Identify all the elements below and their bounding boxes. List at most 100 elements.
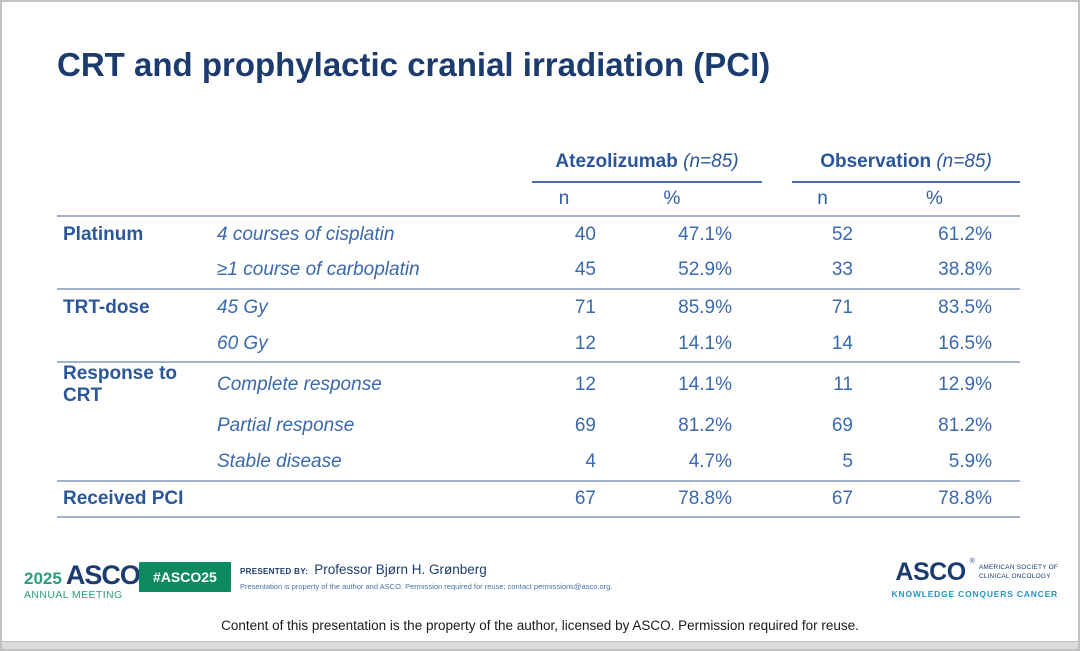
atezolizumab-pct-value: 81.2% [678, 414, 732, 436]
gap-cell [762, 407, 792, 444]
asco-wordmark: ASCO [895, 558, 966, 586]
atezolizumab-pct-value: 85.9% [612, 288, 762, 326]
atezolizumab-n-value: 71 [532, 288, 612, 326]
content-disclaimer: Content of this presentation is the prop… [221, 618, 859, 633]
atezolizumab-pct-value: 47.1% [612, 215, 762, 253]
observation-n-value: 11 [792, 361, 877, 408]
observation-pct-value: 81.2% [938, 414, 993, 436]
atezolizumab-n-value: 4 [585, 450, 596, 472]
observation-pct-value: 16.5% [938, 332, 993, 354]
asco-annual-meeting-logo: 2025 ASCO ANNUAL MEETING [24, 560, 141, 601]
hashtag-badge: #ASCO25 [139, 562, 231, 592]
society-name: AMERICAN SOCIETY OF CLINICAL ONCOLOGY [979, 564, 1058, 580]
asco-society-logo: ASCO ® AMERICAN SOCIETY OF CLINICAL ONCO… [892, 558, 1058, 599]
gap-cell [762, 326, 792, 363]
asco-tagline: KNOWLEDGE CONQUERS CANCER [891, 589, 1058, 599]
observation-n-value: 33 [831, 259, 853, 281]
presented-by-label: PRESENTED BY: [240, 567, 309, 576]
observation-n-value: 5 [842, 450, 853, 472]
table-row: TRT-dose 45 Gy 71 85.9% 71 83.5% [57, 288, 1021, 326]
gap-cell [762, 182, 792, 216]
meeting-year: 2025 [24, 569, 62, 588]
observation-pct-value: 12.9% [877, 361, 1021, 408]
group-header-atezolizumab: Atezolizumab (n=85) [532, 142, 762, 183]
gap-cell [762, 444, 792, 481]
table-row: Platinum 4 courses of cisplatin 40 47.1%… [57, 215, 1021, 253]
row-subcategory: ≥1 course of carboplatin [217, 259, 420, 281]
table-row: Response to CRT Complete response 12 14.… [57, 361, 1021, 408]
data-table-container: Atezolizumab (n=85) Observation (n=85) n… [57, 142, 1021, 519]
atezolizumab-n-value: 12 [574, 332, 596, 354]
registered-mark: ® [969, 558, 975, 565]
table-row: Received PCI 67 78.8% 67 78.8% [57, 479, 1021, 519]
row-subcategory [217, 479, 532, 519]
presented-by-block: PRESENTED BY: Professor Bjørn H. Grønber… [240, 562, 612, 591]
slide-footer: 2025 ASCO ANNUAL MEETING #ASCO25 PRESENT… [2, 554, 1078, 614]
row-category: Response to CRT [57, 361, 217, 408]
table-row: ≥1 course of carboplatin 45 52.9% 33 38.… [57, 253, 1020, 290]
gap-cell [762, 361, 792, 408]
table-row: 60 Gy 12 14.1% 14 16.5% [57, 326, 1020, 363]
permission-note: Presentation is property of the author a… [240, 582, 613, 591]
group-n-label: (n=85) [683, 150, 739, 172]
row-subcategory: Stable disease [217, 450, 342, 472]
col-header-pct: % [663, 188, 681, 209]
data-table: Atezolizumab (n=85) Observation (n=85) n… [57, 142, 1021, 519]
row-category [57, 326, 217, 363]
table-row: Partial response 69 81.2% 69 81.2% [57, 407, 1020, 444]
observation-pct-value: 5.9% [948, 450, 993, 472]
atezolizumab-n-value: 69 [574, 414, 596, 436]
table-row: Stable disease 4 4.7% 5 5.9% [57, 444, 1020, 481]
row-subcategory: 60 Gy [217, 332, 268, 354]
presenter-name: Professor Bjørn H. Grønberg [314, 562, 487, 577]
atezolizumab-n-value: 67 [532, 479, 612, 519]
observation-n-value: 71 [792, 288, 877, 326]
gap-cell [762, 142, 792, 182]
observation-pct-value: 83.5% [877, 288, 1021, 326]
row-category [57, 407, 217, 444]
col-header-n: n [817, 188, 828, 209]
observation-pct-value: 38.8% [938, 259, 993, 281]
empty-header-cell [57, 142, 532, 182]
atezolizumab-pct-value: 78.8% [612, 479, 762, 519]
atezolizumab-pct-value: 4.7% [688, 450, 732, 472]
observation-n-value: 14 [831, 332, 853, 354]
col-header-n: n [558, 188, 570, 209]
observation-n-value: 52 [792, 215, 877, 253]
atezolizumab-pct-value: 52.9% [678, 259, 732, 281]
observation-pct-value: 61.2% [877, 215, 1021, 253]
society-name-line1: AMERICAN SOCIETY OF [978, 564, 1058, 572]
gap-cell [762, 215, 792, 253]
empty-subheader-cell [57, 182, 532, 216]
atezolizumab-pct-value: 14.1% [678, 332, 732, 354]
atezolizumab-pct-value: 14.1% [612, 361, 762, 408]
table-body: Platinum 4 courses of cisplatin 40 47.1%… [57, 215, 1021, 519]
group-n-label: (n=85) [936, 150, 992, 172]
row-category: TRT-dose [57, 288, 217, 326]
row-category: Received PCI [57, 479, 217, 519]
group-label: Observation [820, 150, 932, 172]
observation-n-value: 69 [831, 414, 853, 436]
row-category: Platinum [57, 215, 217, 253]
observation-n-value: 67 [792, 479, 877, 519]
bottom-gray-strip [2, 641, 1078, 649]
group-label: Atezolizumab [555, 150, 678, 172]
group-header-observation: Observation (n=85) [792, 142, 1021, 183]
gap-cell [762, 253, 792, 290]
gap-cell [762, 288, 792, 326]
row-subcategory: Complete response [217, 361, 532, 408]
row-subcategory: 4 courses of cisplatin [217, 215, 532, 253]
observation-pct-value: 78.8% [877, 479, 1021, 519]
slide-title: CRT and prophylactic cranial irradiation… [57, 46, 771, 83]
row-subcategory: 45 Gy [217, 288, 532, 326]
row-subcategory: Partial response [217, 414, 355, 436]
group-header-row: Atezolizumab (n=85) Observation (n=85) [57, 142, 1021, 183]
atezolizumab-n-value: 45 [574, 259, 596, 281]
asco-wordmark: ASCO [65, 560, 141, 590]
atezolizumab-n-value: 12 [532, 361, 612, 408]
society-name-line2: CLINICAL ONCOLOGY [978, 572, 1051, 580]
atezolizumab-n-value: 40 [532, 215, 612, 253]
sub-header-row: n % n % [57, 182, 1020, 216]
meeting-subtitle: ANNUAL MEETING [24, 589, 123, 601]
